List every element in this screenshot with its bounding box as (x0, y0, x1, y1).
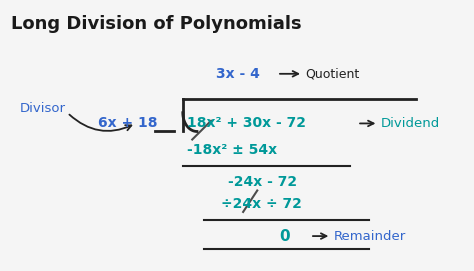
Text: -18x² ± 54x: -18x² ± 54x (187, 143, 277, 157)
Text: ÷24x ÷ 72: ÷24x ÷ 72 (220, 197, 301, 211)
Text: -24x - 72: -24x - 72 (228, 175, 297, 189)
Text: Remainder: Remainder (334, 230, 406, 243)
Text: 18x² + 30x - 72: 18x² + 30x - 72 (187, 117, 306, 130)
Text: 6x + 18: 6x + 18 (98, 117, 157, 130)
Text: 3x - 4: 3x - 4 (216, 67, 260, 81)
Text: Long Division of Polynomials: Long Division of Polynomials (11, 15, 301, 33)
Text: Dividend: Dividend (381, 117, 440, 130)
Text: Quotient: Quotient (305, 67, 360, 80)
Text: Divisor: Divisor (20, 102, 66, 115)
Text: 0: 0 (279, 228, 290, 244)
